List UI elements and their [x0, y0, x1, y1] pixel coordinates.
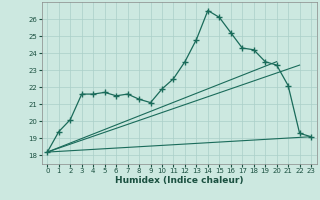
- X-axis label: Humidex (Indice chaleur): Humidex (Indice chaleur): [115, 176, 244, 185]
